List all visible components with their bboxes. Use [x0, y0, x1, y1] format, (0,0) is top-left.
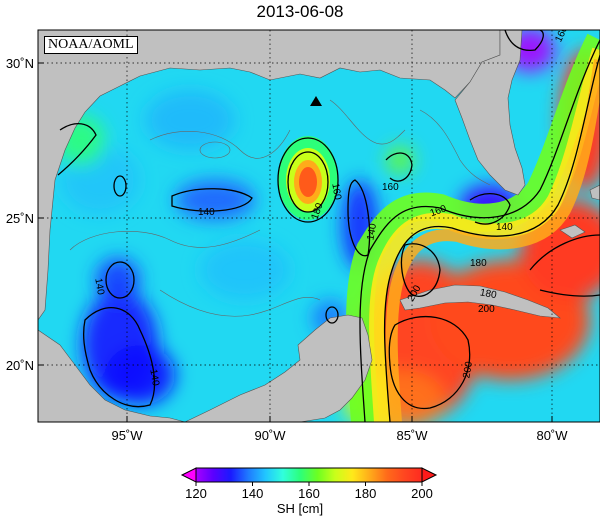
lat-label: 20˚N [6, 358, 34, 373]
contour-label: 160 [382, 182, 399, 193]
lat-label: 30˚N [6, 56, 34, 71]
map-frame [37, 29, 600, 423]
colorbar-tick-label: 160 [298, 486, 320, 501]
contour-label: 140 [198, 207, 215, 218]
colorbar-tick-label: 120 [185, 486, 207, 501]
map-plot-area: 140 140 140 160 160 180 160 160 180 140 … [38, 30, 600, 422]
contour-label: 200 [478, 304, 495, 315]
credit-label: NOAA/AOML [44, 36, 138, 54]
colorbar-low-arrow [180, 467, 197, 483]
colorbar-high-arrow [421, 467, 438, 483]
lon-label: 95˚W [111, 428, 143, 443]
contour-label: 140 [92, 277, 106, 296]
colorbar-unit-label: SH [cm] [276, 501, 324, 516]
contour-label: 140 [365, 222, 379, 241]
lon-label: 90˚W [254, 428, 286, 443]
contour-label: 180 [470, 258, 487, 269]
lat-label: 25˚N [6, 211, 34, 226]
lon-label: 85˚W [396, 428, 428, 443]
contour-label: 140 [147, 368, 161, 387]
colorbar-tick-label: 140 [242, 486, 264, 501]
colorbar-tick-label: 180 [355, 486, 377, 501]
colorbar-tick-label: 200 [411, 486, 433, 501]
map-title: 2013-06-08 [256, 2, 344, 21]
colorbar: 120 140 160 180 200 [180, 467, 438, 501]
lat-lon-grid [38, 30, 600, 422]
colorbar-strip [195, 467, 423, 483]
station-marker-triangle [310, 96, 322, 106]
axis-ticks [38, 62, 553, 422]
contour-label: 140 [496, 222, 513, 233]
land [38, 30, 600, 422]
colorbar-ticks: 120 140 160 180 200 [185, 482, 433, 501]
contour-label: 160 [329, 182, 343, 201]
contour-label: 180 [479, 287, 498, 301]
contour-label: 200 [461, 360, 475, 379]
contour-lines [57, 30, 600, 422]
lon-label: 80˚W [536, 428, 568, 443]
